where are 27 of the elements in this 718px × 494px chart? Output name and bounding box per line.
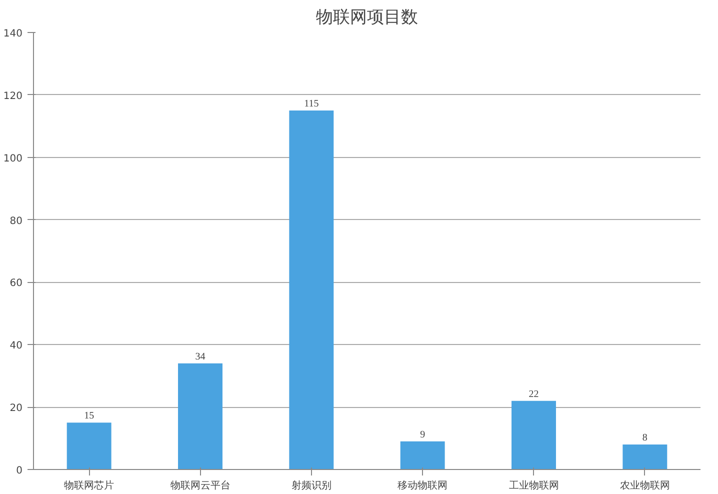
y-tick-label: 100	[3, 153, 23, 164]
y-tick-label: 20	[10, 403, 23, 414]
x-tick-label: 物联网芯片	[64, 480, 114, 492]
x-tick-label: 工业物联网	[508, 480, 559, 492]
y-tick-label: 120	[3, 90, 23, 102]
data-label: 115	[304, 98, 319, 110]
data-label: 8	[642, 432, 648, 444]
chart-title: 物联网项目数	[316, 8, 418, 28]
y-tick-label: 140	[3, 28, 23, 40]
bar	[289, 110, 334, 470]
bar	[512, 400, 556, 470]
bar	[400, 441, 445, 470]
y-tick-label: 60	[10, 278, 23, 290]
y-tick-label: 0	[16, 466, 23, 476]
bar	[178, 363, 222, 470]
x-tick-label: 物联网云平台	[170, 480, 230, 492]
data-label: 34	[195, 351, 206, 362]
x-tick-label: 农业物联网	[620, 480, 670, 492]
y-tick-label: 40	[10, 340, 23, 352]
data-label: 22	[528, 388, 539, 400]
y-tick-label: 80	[10, 216, 23, 227]
bar	[622, 444, 668, 470]
x-tick-label: 移动物联网	[398, 480, 448, 492]
data-label: 9	[420, 429, 426, 440]
x-tick-label: 射频识别	[291, 480, 332, 492]
bar	[66, 422, 112, 470]
data-label: 15	[84, 410, 94, 422]
